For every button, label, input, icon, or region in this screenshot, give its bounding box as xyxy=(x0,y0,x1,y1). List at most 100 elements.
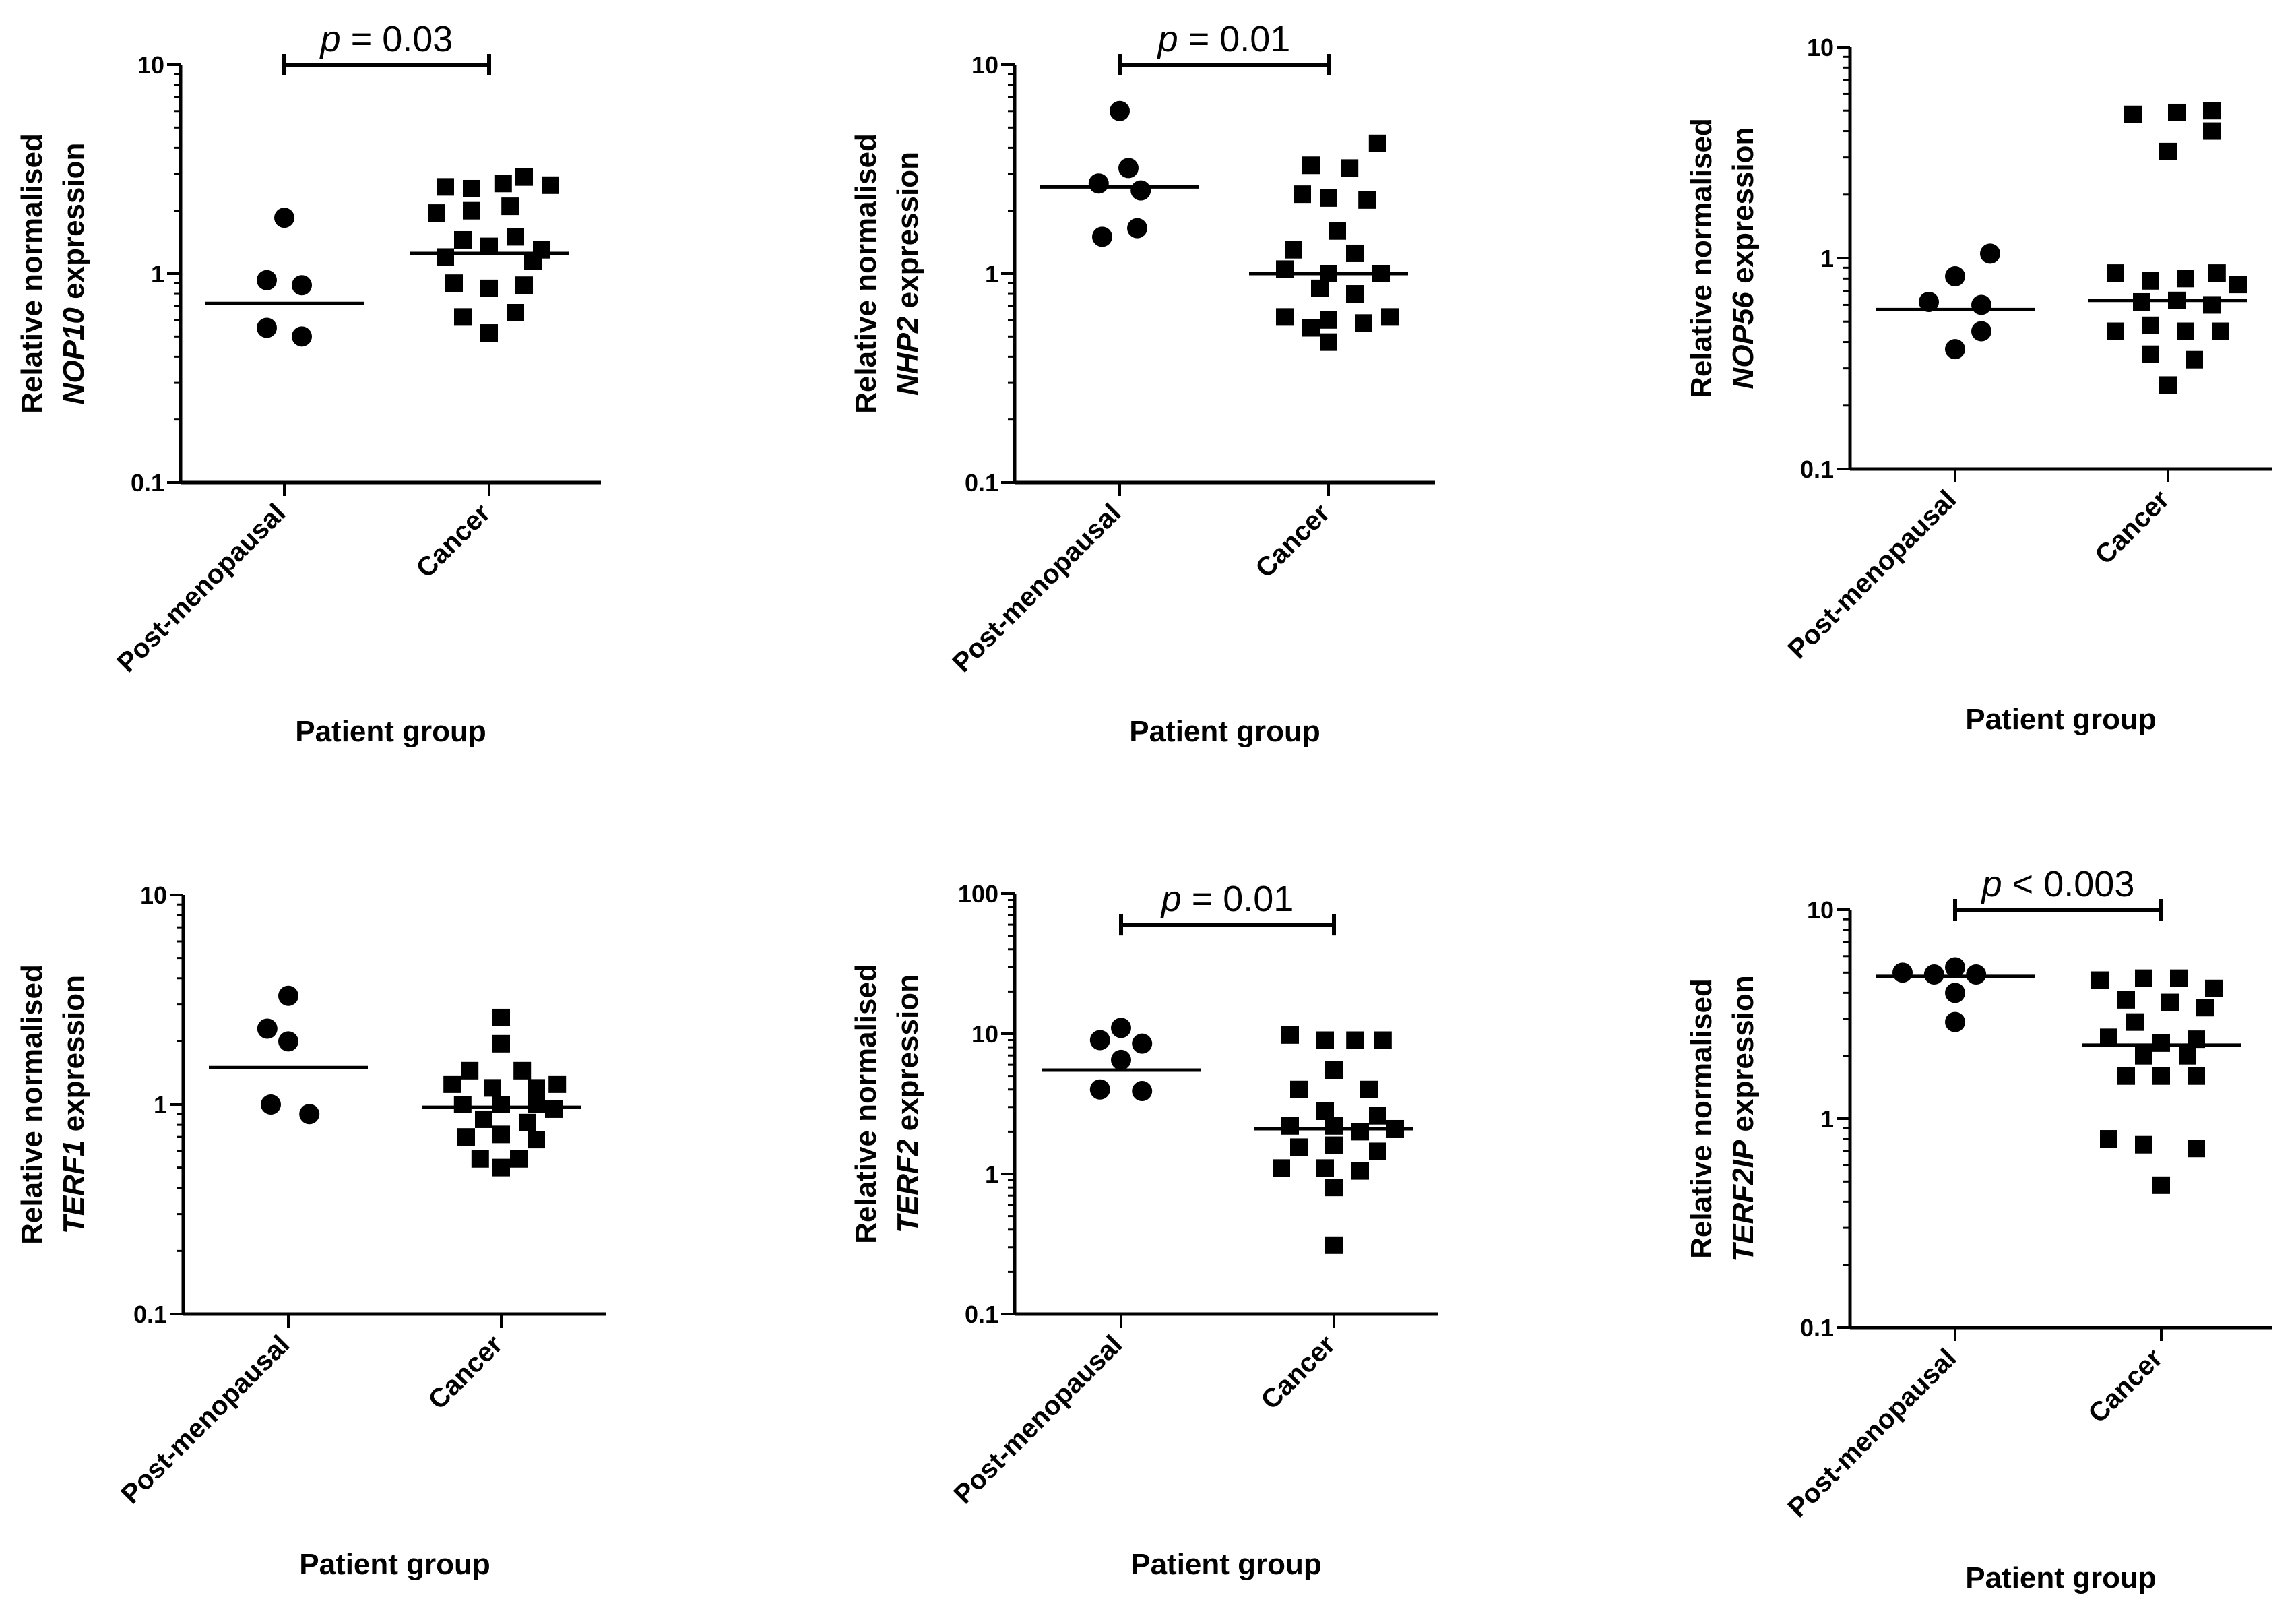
data-point-square xyxy=(484,1079,501,1097)
data-point-square xyxy=(480,324,498,342)
data-point-circle xyxy=(261,1094,281,1115)
data-point-circle xyxy=(257,270,277,290)
data-point-circle xyxy=(1092,226,1112,247)
data-point-square xyxy=(1351,1123,1369,1141)
data-point-square xyxy=(1374,1031,1392,1049)
data-point-square xyxy=(1381,308,1399,326)
data-point-circle xyxy=(1980,243,2000,264)
data-point-square xyxy=(2170,969,2188,987)
data-point-square xyxy=(2135,969,2152,987)
data-point-square xyxy=(480,279,498,297)
data-point-square xyxy=(1325,1136,1343,1154)
data-point-square xyxy=(1325,1117,1343,1135)
y-axis-gene-name: NHP2 xyxy=(891,316,924,396)
data-point-square xyxy=(428,204,445,222)
data-point-square xyxy=(2203,102,2221,120)
x-category-label: Post-menopausal xyxy=(1782,485,1962,664)
y-tick-label: 1 xyxy=(985,260,998,288)
data-point-square xyxy=(2152,1176,2170,1194)
data-point-square xyxy=(463,201,480,220)
data-point-square xyxy=(492,1158,510,1177)
x-axis-title: Patient group xyxy=(299,1548,490,1581)
data-point-circle xyxy=(278,1031,298,1052)
data-point-square xyxy=(2159,142,2177,160)
data-point-square xyxy=(2117,991,2135,1009)
data-point-square xyxy=(1346,285,1364,303)
y-axis-title-line1: Relative normalised xyxy=(850,133,883,414)
x-axis-title: Patient group xyxy=(1130,1548,1322,1581)
y-axis-title-suffix: expression xyxy=(891,152,924,317)
x-category-label: Cancer xyxy=(410,498,496,584)
data-point-square xyxy=(1273,1159,1290,1177)
data-point-circle xyxy=(292,326,312,347)
p-value-symbol: p xyxy=(319,19,341,59)
p-value-symbol: p xyxy=(1981,864,2002,904)
data-point-circle xyxy=(1945,339,1965,360)
y-axis-gene-name: NOP56 xyxy=(1727,292,1760,390)
data-point-square xyxy=(1311,279,1329,297)
data-point-circle xyxy=(299,1104,320,1125)
y-axis-title-line1: Relative normalised xyxy=(1685,978,1718,1259)
data-point-square xyxy=(515,276,533,294)
x-category-label: Post-menopausal xyxy=(948,1330,1128,1509)
data-point-circle xyxy=(1919,291,1939,312)
data-point-square xyxy=(2135,1135,2152,1154)
data-point-square xyxy=(2124,105,2142,123)
x-category-label: Post-menopausal xyxy=(947,498,1126,678)
y-tick-label: 100 xyxy=(958,880,998,908)
data-point-square xyxy=(1341,159,1359,177)
data-point-square xyxy=(2177,322,2194,340)
data-point-square xyxy=(475,1110,492,1128)
data-point-square xyxy=(1285,241,1302,259)
data-point-square xyxy=(2186,350,2203,369)
y-tick-label: 1 xyxy=(1820,245,1834,272)
x-category-label: Cancer xyxy=(2082,1343,2168,1429)
data-point-square xyxy=(2205,979,2223,997)
x-category-label: Cancer xyxy=(2089,485,2175,570)
y-tick-label: 0.1 xyxy=(965,469,998,497)
data-point-square xyxy=(528,1096,545,1113)
data-point-square xyxy=(2188,1067,2205,1085)
y-axis-title-line2: NHP2 expression xyxy=(891,152,924,396)
chart-panel-terf2ip: 0.1 1 10 Post-menopausal Cancer Patient group… xyxy=(1685,864,2272,1594)
data-point-circle xyxy=(1127,218,1147,239)
data-point-square xyxy=(2161,993,2179,1011)
data-point-square xyxy=(2196,999,2214,1017)
p-value-text: = 0.01 xyxy=(1182,879,1294,919)
y-tick-label: 10 xyxy=(137,51,164,79)
y-tick-label: 10 xyxy=(971,1020,998,1048)
data-point-square xyxy=(1316,1031,1334,1049)
data-point-square xyxy=(1316,1159,1334,1177)
data-point-square xyxy=(454,308,472,326)
data-point-square xyxy=(437,248,454,266)
data-point-square xyxy=(1281,1026,1299,1044)
data-point-circle xyxy=(1971,294,1991,315)
y-axis-title-line2: NOP56 expression xyxy=(1727,127,1760,390)
y-tick-label: 0.1 xyxy=(131,469,164,497)
x-category-label: Post-menopausal xyxy=(111,498,291,678)
data-point-square xyxy=(1325,1236,1343,1254)
p-value-label: p < 0.003 xyxy=(1981,864,2135,904)
p-value-label: p = 0.01 xyxy=(1160,879,1294,919)
data-point-square xyxy=(457,1128,475,1146)
data-point-circle xyxy=(1923,964,1944,985)
data-point-square xyxy=(528,1131,545,1149)
data-point-circle xyxy=(1132,1081,1153,1102)
y-axis-title-suffix: expression xyxy=(1727,127,1760,292)
y-axis-title-line2: TERF2IP expression xyxy=(1727,975,1760,1261)
p-value-label: p = 0.01 xyxy=(1157,19,1291,59)
data-point-square xyxy=(463,179,480,197)
x-axis-title: Patient group xyxy=(1965,1561,2157,1594)
data-point-square xyxy=(1320,311,1337,329)
y-axis-title-suffix: expression xyxy=(1727,975,1760,1140)
y-tick-label: 1 xyxy=(154,1091,167,1119)
y-tick-label: 0.1 xyxy=(965,1301,998,1328)
data-point-square xyxy=(471,1150,489,1168)
x-category-label: Post-menopausal xyxy=(115,1330,295,1509)
data-point-circle xyxy=(1892,962,1913,983)
data-point-square xyxy=(2152,1067,2170,1085)
data-point-square xyxy=(519,1113,536,1131)
data-point-circle xyxy=(1089,1079,1110,1100)
data-point-square xyxy=(2107,322,2124,340)
data-point-circle xyxy=(292,275,312,296)
